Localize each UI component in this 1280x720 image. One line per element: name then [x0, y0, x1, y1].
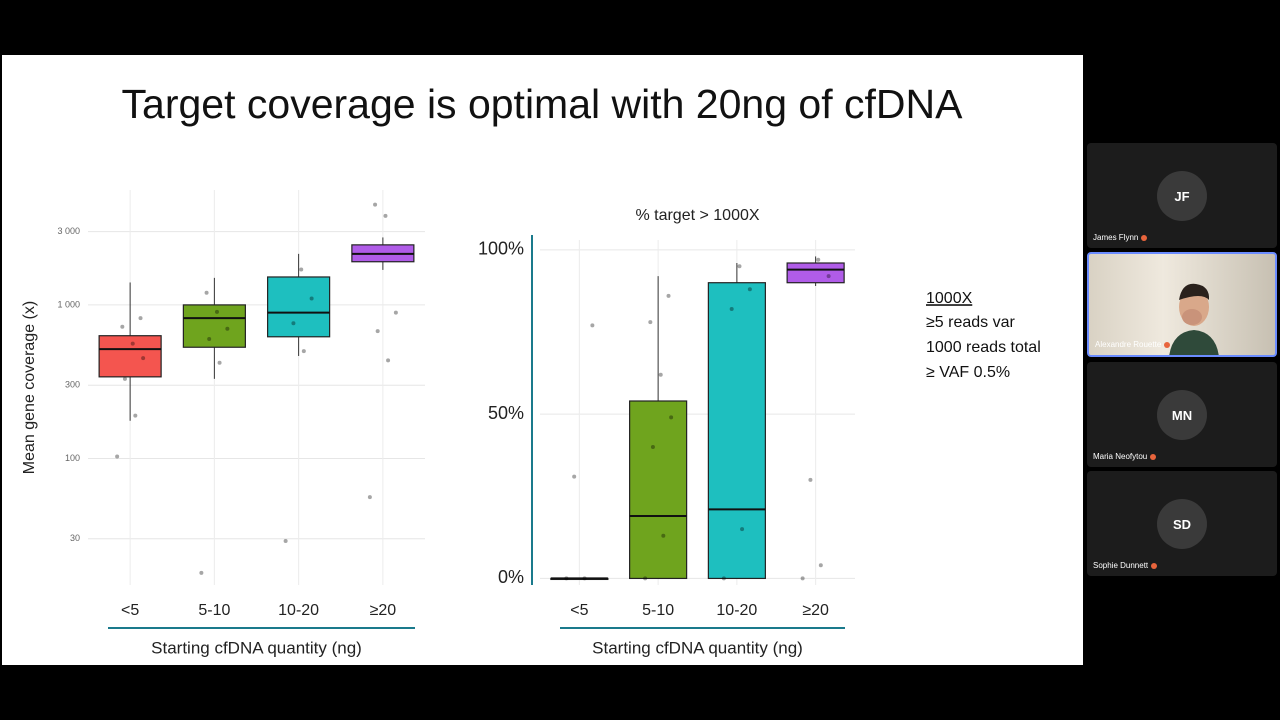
x-tick-label: <5: [570, 602, 588, 619]
x-axis-title: Starting cfDNA quantity (ng): [151, 638, 362, 657]
data-point: [669, 415, 674, 420]
data-point: [375, 329, 380, 334]
data-point: [383, 213, 388, 218]
data-point: [740, 527, 745, 532]
slide-title: Target coverage is optimal with 20ng of …: [122, 81, 964, 127]
data-point: [582, 576, 587, 581]
y-tick-label: 100%: [478, 239, 524, 259]
y-tick-label: 100: [65, 453, 80, 463]
y-tick-label: 50%: [488, 403, 524, 423]
data-point: [572, 474, 577, 479]
data-point: [737, 264, 742, 269]
participant-tile[interactable]: MN Maria Neofytou: [1087, 362, 1277, 467]
data-point: [122, 376, 127, 381]
data-point: [141, 356, 146, 361]
data-point: [816, 257, 821, 262]
data-point: [650, 445, 655, 449]
x-tick-label: 10-20: [278, 602, 319, 619]
participant-tile[interactable]: Alexandre Rouette: [1087, 252, 1277, 357]
note: ≥5 reads var: [926, 314, 1015, 331]
x-tick-label: 5-10: [642, 602, 674, 619]
y-tick-label: 1 000: [57, 299, 80, 309]
data-point: [564, 576, 569, 581]
participant-name: James Flynn: [1093, 233, 1147, 242]
participant-tile[interactable]: JF James Flynn: [1087, 143, 1277, 248]
data-point: [138, 316, 143, 321]
data-point: [747, 287, 752, 292]
slide-canvas: Target coverage is optimal with 20ng of …: [21, 81, 1041, 658]
x-tick-label: 10-20: [716, 602, 757, 619]
box: [629, 400, 688, 580]
participant-name: Alexandre Rouette: [1095, 340, 1170, 349]
y-tick-label: 3 000: [57, 226, 80, 236]
participant-name: Sophie Dunnett: [1093, 561, 1157, 570]
data-point: [643, 576, 648, 581]
shared-slide: Target coverage is optimal with 20ng of …: [2, 55, 1083, 665]
data-point: [301, 349, 306, 354]
chart-title: % target > 1000X: [635, 207, 759, 224]
x-axis-title: Starting cfDNA quantity (ng): [592, 638, 803, 657]
data-point: [658, 372, 663, 377]
data-point: [130, 341, 135, 346]
data-point: [115, 454, 120, 459]
y-tick-label: 0%: [498, 567, 524, 587]
participant-tile[interactable]: SD Sophie Dunnett: [1087, 471, 1277, 576]
data-point: [204, 290, 209, 295]
data-point: [648, 320, 653, 325]
data-point: [299, 267, 304, 272]
note: 1000X: [926, 290, 973, 307]
data-point: [225, 326, 230, 331]
box: [267, 276, 331, 338]
note: ≥ VAF 0.5%: [926, 364, 1010, 381]
x-tick-label: <5: [121, 602, 139, 619]
data-point: [120, 324, 125, 329]
avatar: JF: [1157, 171, 1207, 221]
avatar: MN: [1157, 390, 1207, 440]
box: [98, 335, 162, 378]
data-point: [373, 202, 378, 207]
data-point: [386, 358, 391, 363]
y-axis-title: Mean gene coverage (x): [21, 301, 38, 474]
data-point: [367, 495, 372, 500]
data-point: [590, 323, 595, 328]
data-point: [721, 576, 726, 581]
data-point: [800, 576, 805, 581]
box: [182, 304, 246, 348]
video-feed: [1169, 283, 1219, 355]
x-tick-label: 5-10: [198, 602, 230, 619]
data-point: [217, 360, 222, 365]
data-point: [207, 336, 212, 341]
x-tick-label: ≥20: [370, 602, 397, 619]
avatar: SD: [1157, 499, 1207, 549]
x-tick-label: ≥20: [802, 602, 829, 619]
data-point: [283, 539, 288, 544]
y-tick-label: 300: [65, 380, 80, 390]
data-point: [729, 307, 734, 311]
box: [707, 282, 766, 580]
note: 1000 reads total: [926, 339, 1041, 356]
data-point: [133, 413, 138, 418]
data-point: [199, 570, 204, 575]
data-point: [826, 274, 831, 279]
data-point: [214, 309, 219, 314]
participant-name: Maria Neofytou: [1093, 452, 1156, 461]
data-point: [818, 563, 823, 568]
data-point: [808, 477, 813, 482]
data-point: [291, 321, 296, 326]
data-point: [309, 296, 314, 301]
y-tick-label: 30: [70, 533, 80, 543]
data-point: [661, 533, 666, 538]
data-point: [393, 310, 398, 315]
box: [786, 262, 845, 284]
data-point: [666, 293, 671, 298]
